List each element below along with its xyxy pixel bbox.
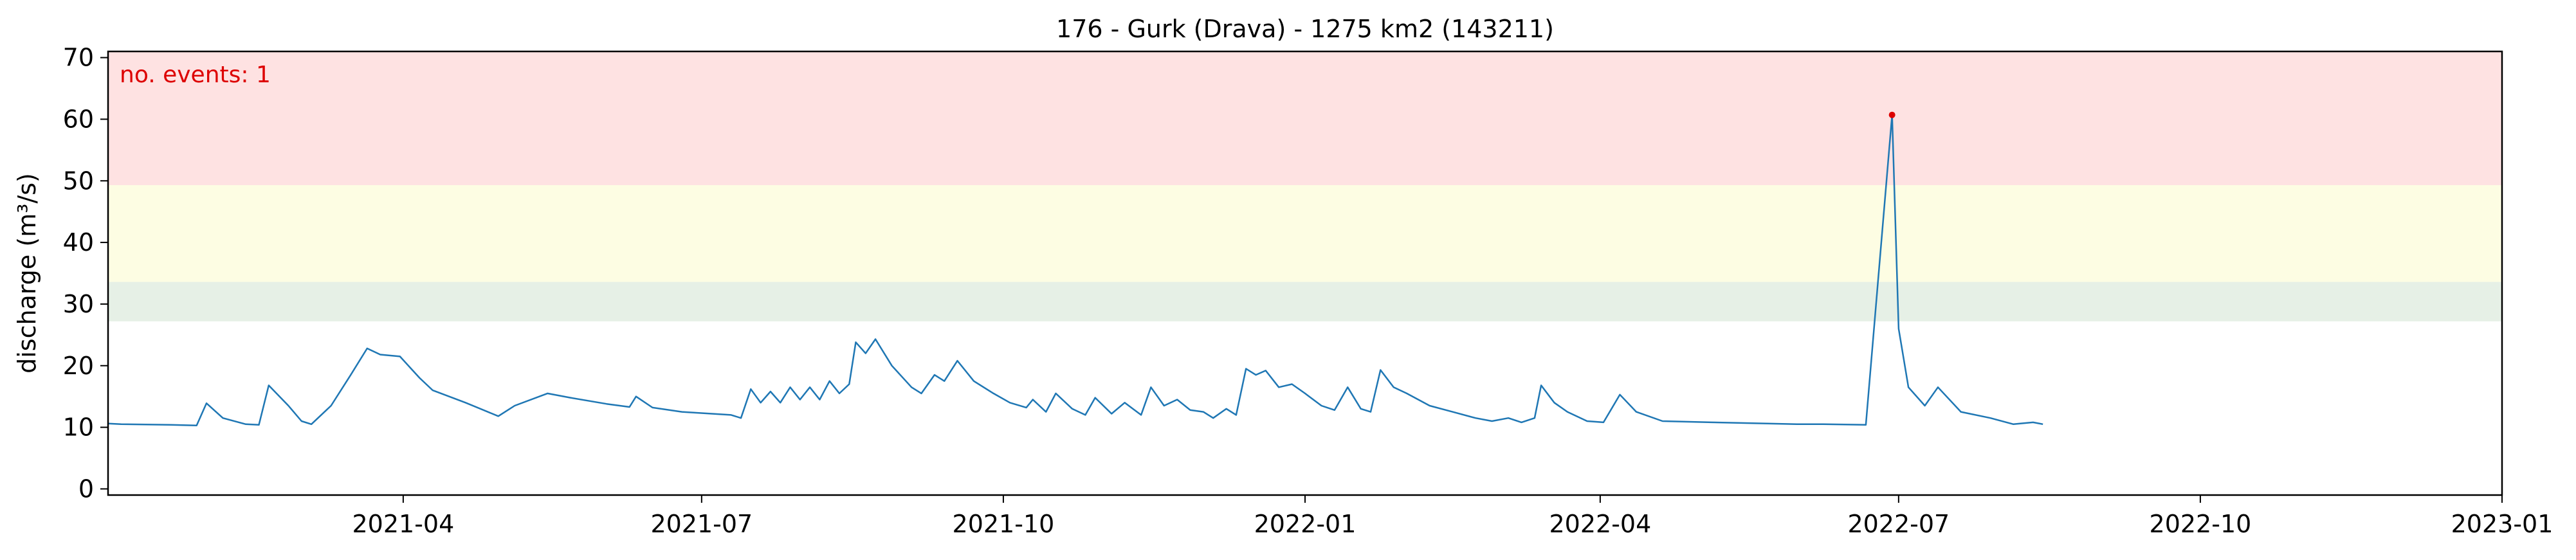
y-tick-label: 10 — [63, 413, 94, 442]
y-tick-label: 70 — [63, 44, 94, 72]
x-tick-label: 2022-10 — [2150, 510, 2252, 538]
band-medium — [108, 185, 2502, 282]
y-tick-label: 50 — [63, 167, 94, 195]
event-point-0 — [1888, 111, 1895, 118]
x-tick-label: 2021-10 — [953, 510, 1055, 538]
event-markers — [1888, 111, 1895, 118]
y-tick-label: 0 — [78, 474, 94, 503]
y-tick-label: 40 — [63, 228, 94, 257]
chart-title: 176 - Gurk (Drava) - 1275 km2 (143211) — [1056, 15, 1554, 43]
y-tick-label: 60 — [63, 105, 94, 133]
x-tick-label: 2021-07 — [650, 510, 753, 538]
threshold-bands — [108, 51, 2502, 321]
x-tick-label: 2022-07 — [1847, 510, 1950, 538]
x-axis: 2021-04 2021-07 2021-10 2022-01 2022-04 2022-… — [352, 495, 2553, 538]
y-tick-label: 30 — [63, 290, 94, 318]
series-line-0 — [107, 114, 2043, 426]
events-count-annotation: no. events: 1 — [120, 62, 271, 88]
x-tick-label: 2021-04 — [352, 510, 454, 538]
y-axis: 0 10 20 30 40 50 60 70 — [63, 44, 108, 503]
x-tick-label: 2023-01 — [2451, 510, 2553, 538]
y-tick-label: 20 — [63, 352, 94, 380]
band-high — [108, 51, 2502, 185]
y-axis-label: discharge (m³/s) — [13, 173, 41, 374]
band-low — [108, 282, 2502, 321]
x-tick-label: 2022-04 — [1549, 510, 1651, 538]
discharge-series — [107, 114, 2043, 426]
x-tick-label: 2022-01 — [1254, 510, 1357, 538]
